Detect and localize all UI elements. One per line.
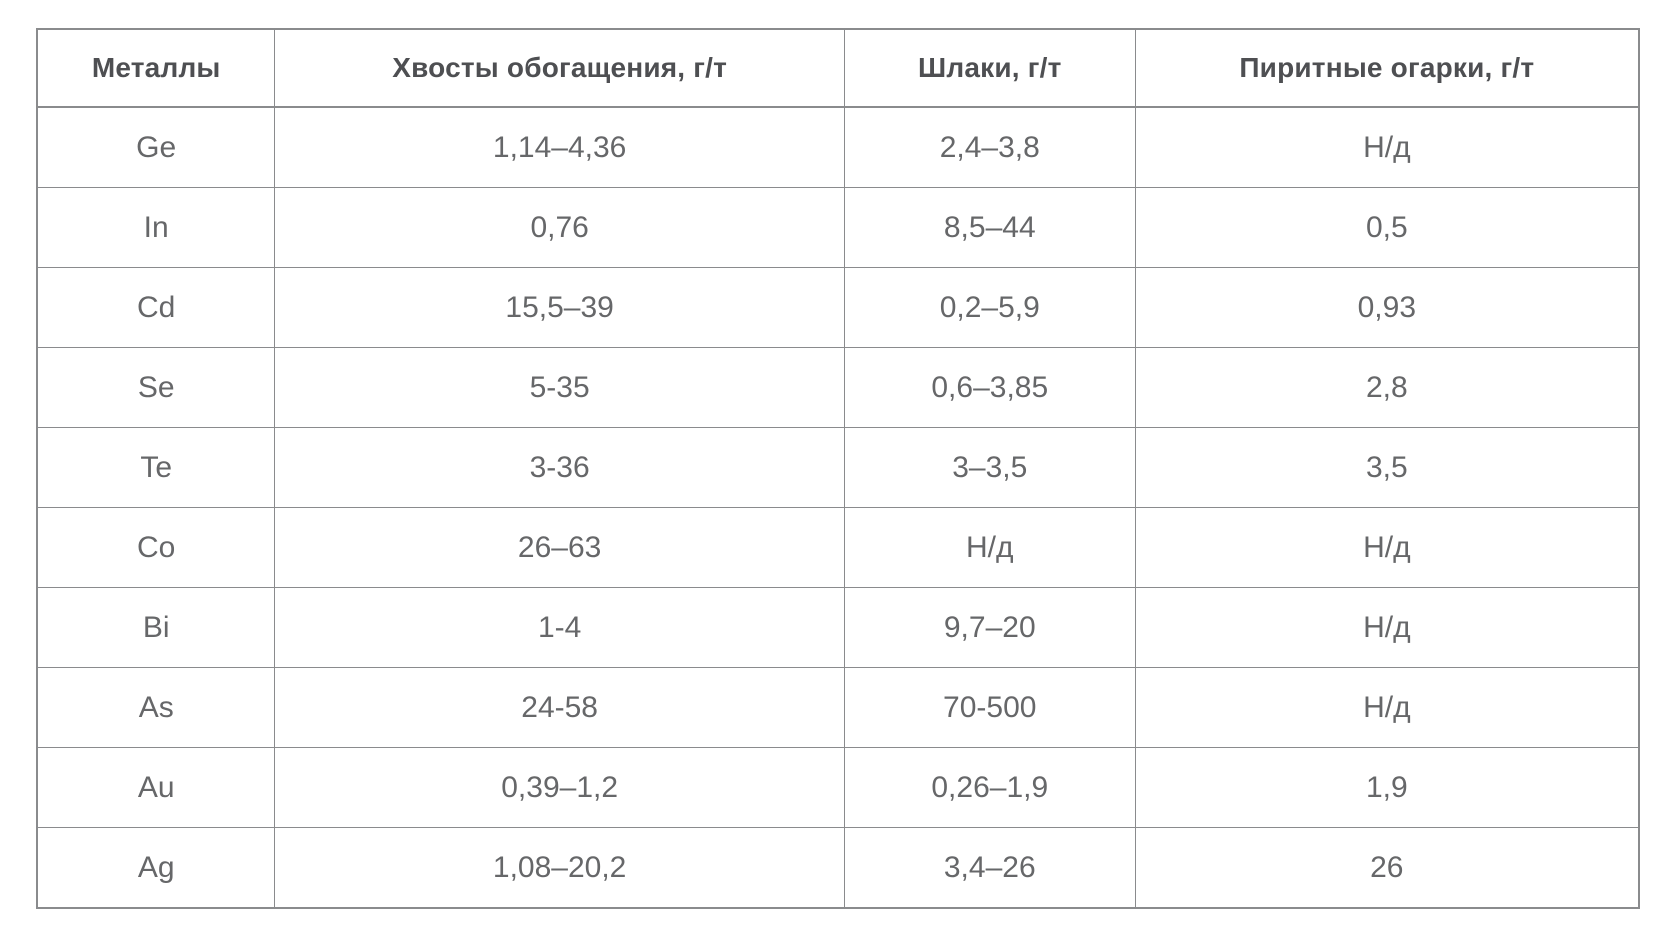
metals-concentration-table: Металлы Хвосты обогащения, г/т Шлаки, г/…	[36, 28, 1640, 909]
value-cell: 3,5	[1134, 427, 1640, 508]
value-cell: 0,93	[1134, 267, 1640, 348]
metal-symbol-cell: Cd	[36, 267, 276, 348]
value-cell: 15,5–39	[274, 267, 845, 348]
value-cell: Н/д	[1134, 106, 1640, 188]
value-cell: 2,4–3,8	[843, 106, 1136, 188]
metal-symbol-cell: Te	[36, 427, 276, 508]
table-row: Se 5-35 0,6–3,85 2,8	[36, 347, 1640, 428]
value-cell: Н/д	[1134, 667, 1640, 748]
value-cell: 0,26–1,9	[843, 747, 1136, 828]
table-row: Co 26–63 Н/д Н/д	[36, 507, 1640, 588]
value-cell: 70-500	[843, 667, 1136, 748]
value-cell: 3-36	[274, 427, 845, 508]
table-row: Cd 15,5–39 0,2–5,9 0,93	[36, 267, 1640, 348]
value-cell: 0,6–3,85	[843, 347, 1136, 428]
value-cell: 26–63	[274, 507, 845, 588]
table-body: Ge 1,14–4,36 2,4–3,8 Н/д In 0,76 8,5–44 0,5 Cd 15…	[36, 106, 1640, 909]
value-cell: 8,5–44	[843, 187, 1136, 268]
value-cell: 24-58	[274, 667, 845, 748]
value-cell: 0,39–1,2	[274, 747, 845, 828]
value-cell: 26	[1134, 827, 1640, 909]
value-cell: 1,9	[1134, 747, 1640, 828]
value-cell: Н/д	[1134, 507, 1640, 588]
value-cell: 2,8	[1134, 347, 1640, 428]
metal-symbol-cell: Au	[36, 747, 276, 828]
table-row: Bi 1-4 9,7–20 Н/д	[36, 587, 1640, 668]
table-header: Металлы Хвосты обогащения, г/т Шлаки, г/…	[36, 28, 1640, 108]
value-cell: 0,76	[274, 187, 845, 268]
table-row: Te 3-36 3–3,5 3,5	[36, 427, 1640, 508]
table-row: Ag 1,08–20,2 3,4–26 26	[36, 827, 1640, 909]
column-header-tailings: Хвосты обогащения, г/т	[274, 28, 845, 108]
table-row: In 0,76 8,5–44 0,5	[36, 187, 1640, 268]
column-header-pyrite-cinders: Пиритные огарки, г/т	[1134, 28, 1640, 108]
value-cell: Н/д	[1134, 587, 1640, 668]
value-cell: 1,14–4,36	[274, 106, 845, 188]
metal-symbol-cell: Co	[36, 507, 276, 588]
value-cell: 0,5	[1134, 187, 1640, 268]
value-cell: 3,4–26	[843, 827, 1136, 909]
metal-symbol-cell: Ge	[36, 106, 276, 188]
value-cell: 1-4	[274, 587, 845, 668]
value-cell: Н/д	[843, 507, 1136, 588]
value-cell: 0,2–5,9	[843, 267, 1136, 348]
table-row: As 24-58 70-500 Н/д	[36, 667, 1640, 748]
metal-symbol-cell: Se	[36, 347, 276, 428]
metal-symbol-cell: Ag	[36, 827, 276, 909]
table-row: Ge 1,14–4,36 2,4–3,8 Н/д	[36, 106, 1640, 188]
value-cell: 5-35	[274, 347, 845, 428]
value-cell: 3–3,5	[843, 427, 1136, 508]
header-row: Металлы Хвосты обогащения, г/т Шлаки, г/…	[36, 28, 1640, 108]
metal-symbol-cell: As	[36, 667, 276, 748]
column-header-slags: Шлаки, г/т	[843, 28, 1136, 108]
metal-symbol-cell: Bi	[36, 587, 276, 668]
column-header-metals: Металлы	[36, 28, 276, 108]
value-cell: 1,08–20,2	[274, 827, 845, 909]
value-cell: 9,7–20	[843, 587, 1136, 668]
table-row: Au 0,39–1,2 0,26–1,9 1,9	[36, 747, 1640, 828]
metal-symbol-cell: In	[36, 187, 276, 268]
metals-concentration-table-wrap: Металлы Хвосты обогащения, г/т Шлаки, г/…	[36, 28, 1640, 909]
